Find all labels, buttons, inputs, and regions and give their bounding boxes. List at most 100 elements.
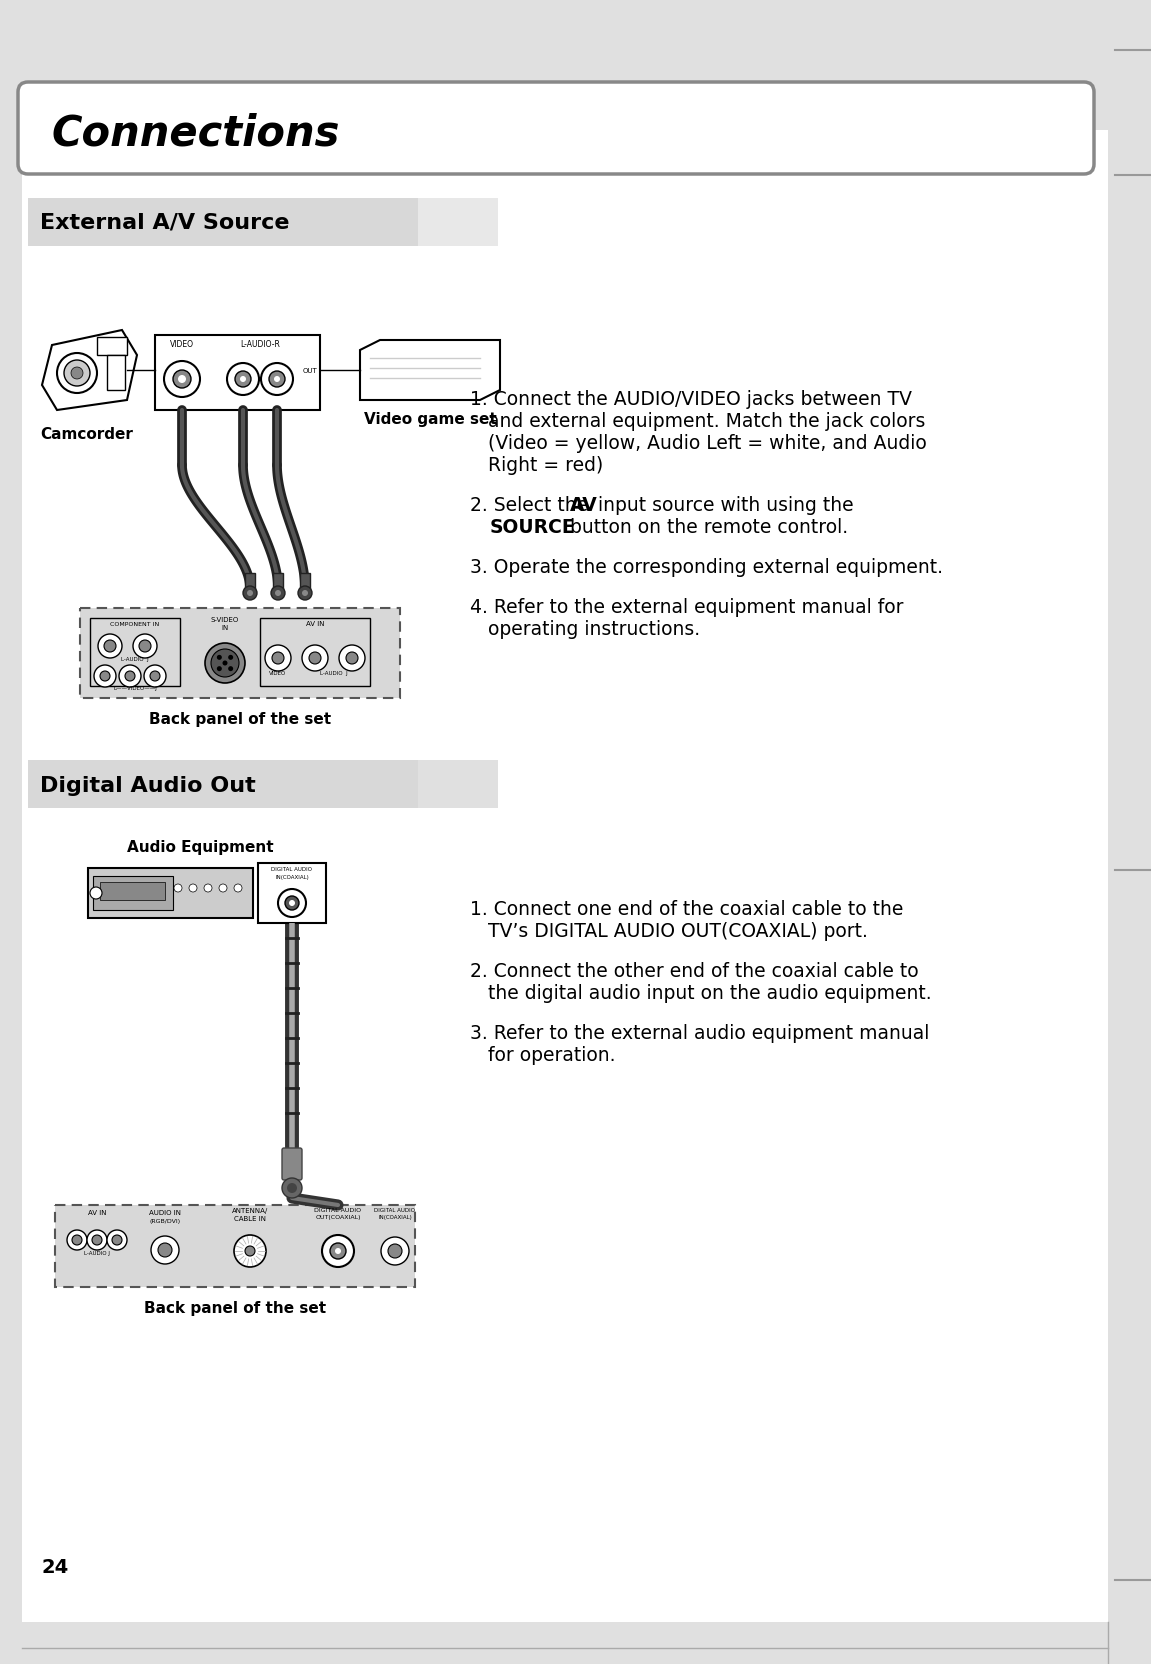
Circle shape	[287, 1183, 297, 1193]
Bar	[1108, 0, 1151, 1664]
Text: AV IN: AV IN	[87, 1210, 106, 1216]
Circle shape	[189, 884, 197, 892]
Text: Back panel of the set: Back panel of the set	[144, 1301, 326, 1316]
Circle shape	[247, 591, 253, 596]
Text: 2. Connect the other end of the coaxial cable to: 2. Connect the other end of the coaxial …	[470, 962, 918, 982]
Text: External A/V Source: External A/V Source	[40, 213, 290, 233]
Circle shape	[381, 1236, 409, 1265]
Text: 3. Refer to the external audio equipment manual: 3. Refer to the external audio equipment…	[470, 1023, 929, 1043]
Text: 24: 24	[41, 1558, 69, 1577]
Circle shape	[285, 895, 299, 910]
Polygon shape	[360, 339, 500, 399]
Circle shape	[222, 661, 228, 666]
Text: Back panel of the set: Back panel of the set	[148, 712, 331, 727]
Circle shape	[219, 884, 227, 892]
Circle shape	[150, 671, 160, 681]
Circle shape	[340, 646, 365, 671]
Circle shape	[204, 884, 212, 892]
Circle shape	[302, 646, 328, 671]
Polygon shape	[41, 329, 137, 409]
Text: DIGITAL AUDIO: DIGITAL AUDIO	[314, 1208, 361, 1213]
Text: DIGITAL AUDIO: DIGITAL AUDIO	[374, 1208, 416, 1213]
Circle shape	[125, 671, 135, 681]
Text: L-AUDIO  J: L-AUDIO J	[121, 657, 148, 662]
Circle shape	[211, 649, 239, 677]
Text: Digital Audio Out: Digital Audio Out	[40, 775, 256, 795]
Circle shape	[205, 642, 245, 682]
Bar	[28, 198, 418, 246]
Bar	[155, 334, 320, 409]
Circle shape	[92, 1235, 102, 1245]
Circle shape	[163, 361, 200, 398]
Circle shape	[67, 1230, 87, 1250]
Text: 3. Operate the corresponding external equipment.: 3. Operate the corresponding external eq…	[470, 557, 943, 577]
Circle shape	[265, 646, 291, 671]
Circle shape	[302, 591, 308, 596]
Text: TV’s DIGITAL AUDIO OUT(COAXIAL) port.: TV’s DIGITAL AUDIO OUT(COAXIAL) port.	[470, 922, 868, 942]
Text: VIDEO: VIDEO	[269, 671, 287, 676]
Bar	[418, 198, 498, 246]
Text: AUDIO IN: AUDIO IN	[148, 1210, 181, 1216]
Circle shape	[87, 1230, 107, 1250]
Circle shape	[64, 359, 90, 386]
Circle shape	[151, 1236, 180, 1265]
Text: S-VIDEO: S-VIDEO	[211, 617, 239, 622]
Bar	[260, 617, 369, 686]
Circle shape	[235, 371, 251, 388]
Circle shape	[119, 666, 142, 687]
Text: 2. Select the: 2. Select the	[470, 496, 594, 514]
Circle shape	[139, 641, 151, 652]
Circle shape	[228, 656, 234, 661]
Bar	[97, 338, 127, 354]
Circle shape	[98, 634, 122, 657]
Bar	[100, 882, 165, 900]
Text: Right = red): Right = red)	[470, 456, 603, 474]
Text: IN: IN	[221, 626, 229, 631]
Circle shape	[243, 586, 257, 601]
FancyBboxPatch shape	[18, 82, 1093, 175]
Text: OUT: OUT	[303, 368, 318, 374]
Circle shape	[274, 376, 280, 383]
Circle shape	[227, 363, 259, 394]
Circle shape	[73, 1235, 82, 1245]
Bar	[28, 760, 418, 809]
Text: 1. Connect one end of the coaxial cable to the: 1. Connect one end of the coaxial cable …	[470, 900, 904, 919]
Text: Camcorder: Camcorder	[40, 428, 134, 443]
Text: Audio Equipment: Audio Equipment	[127, 840, 273, 855]
Text: (Video = yellow, Audio Left = white, and Audio: (Video = yellow, Audio Left = white, and…	[470, 434, 927, 453]
Circle shape	[298, 586, 312, 601]
Circle shape	[270, 586, 285, 601]
Circle shape	[275, 591, 281, 596]
Circle shape	[322, 1235, 355, 1266]
Bar	[418, 760, 498, 809]
Circle shape	[100, 671, 110, 681]
Circle shape	[216, 666, 222, 671]
Text: L-AUDIO-R: L-AUDIO-R	[241, 339, 280, 349]
Text: AV: AV	[570, 496, 597, 514]
Circle shape	[71, 368, 83, 379]
Circle shape	[241, 376, 246, 383]
Text: IN(COAXIAL): IN(COAXIAL)	[275, 875, 308, 880]
Text: for operation.: for operation.	[470, 1047, 616, 1065]
Text: Connections: Connections	[52, 111, 341, 155]
FancyBboxPatch shape	[282, 1148, 302, 1180]
Text: SOURCE: SOURCE	[490, 518, 576, 537]
Circle shape	[335, 1248, 341, 1255]
Circle shape	[245, 1246, 256, 1256]
Text: input source with using the: input source with using the	[592, 496, 854, 514]
Bar	[55, 1205, 416, 1286]
Circle shape	[134, 634, 157, 657]
Circle shape	[234, 884, 242, 892]
Circle shape	[330, 1243, 346, 1260]
Text: L-AUDIO  J: L-AUDIO J	[320, 671, 348, 676]
Circle shape	[158, 1243, 171, 1256]
Text: IN(COAXIAL): IN(COAXIAL)	[379, 1215, 412, 1220]
Bar	[0, 0, 1151, 130]
Text: OUT(COAXIAL): OUT(COAXIAL)	[315, 1215, 360, 1220]
Circle shape	[107, 1230, 127, 1250]
Circle shape	[269, 371, 285, 388]
Bar	[81, 607, 401, 697]
Circle shape	[216, 656, 222, 661]
Text: VIDEO: VIDEO	[170, 339, 195, 349]
Text: operating instructions.: operating instructions.	[470, 621, 700, 639]
